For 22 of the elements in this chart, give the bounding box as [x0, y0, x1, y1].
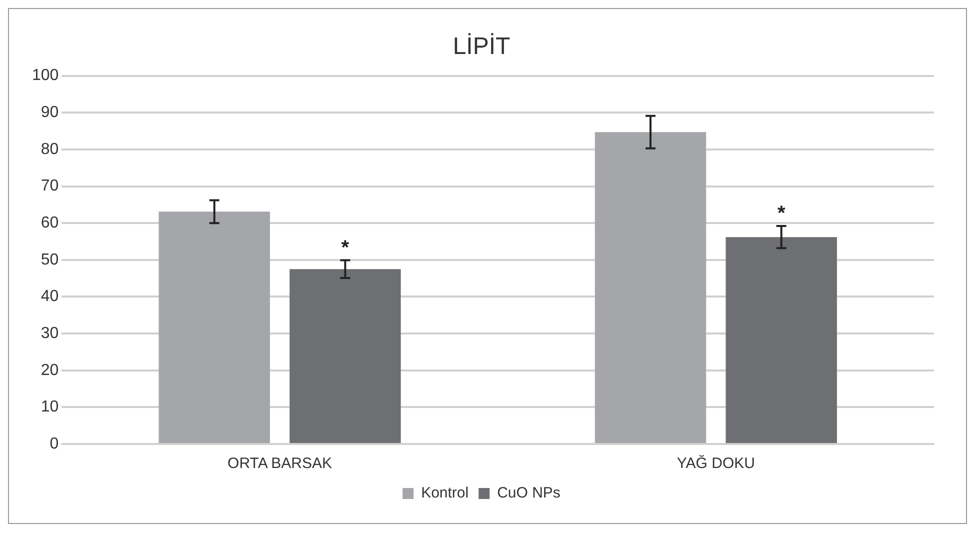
y-tick-label: 40	[40, 288, 59, 306]
bar	[290, 269, 401, 443]
x-tick-label: ORTA BARSAK	[228, 455, 332, 472]
bar	[726, 237, 837, 443]
y-tick-label: 10	[40, 398, 59, 416]
y-tick-label: 30	[40, 324, 59, 342]
annotation: *	[341, 236, 350, 259]
legend-label: CuO NPs	[497, 484, 560, 502]
y-tick-label: 80	[40, 140, 59, 158]
y-tick-label: 50	[40, 251, 59, 268]
chart-title: LİPİT	[452, 33, 511, 60]
legend-label: Kontrol	[421, 484, 469, 502]
y-tick-label: 20	[40, 362, 59, 379]
y-tick-label: 100	[32, 67, 59, 84]
bar	[158, 212, 270, 443]
y-tick-label: 90	[40, 104, 59, 122]
x-tick-label: YAĞ DOKU	[676, 454, 755, 472]
y-tick-label: 0	[50, 435, 59, 452]
y-tick-label: 70	[40, 178, 59, 195]
y-tick-label: 60	[40, 214, 59, 232]
bar	[594, 132, 706, 443]
annotation: *	[777, 202, 786, 225]
